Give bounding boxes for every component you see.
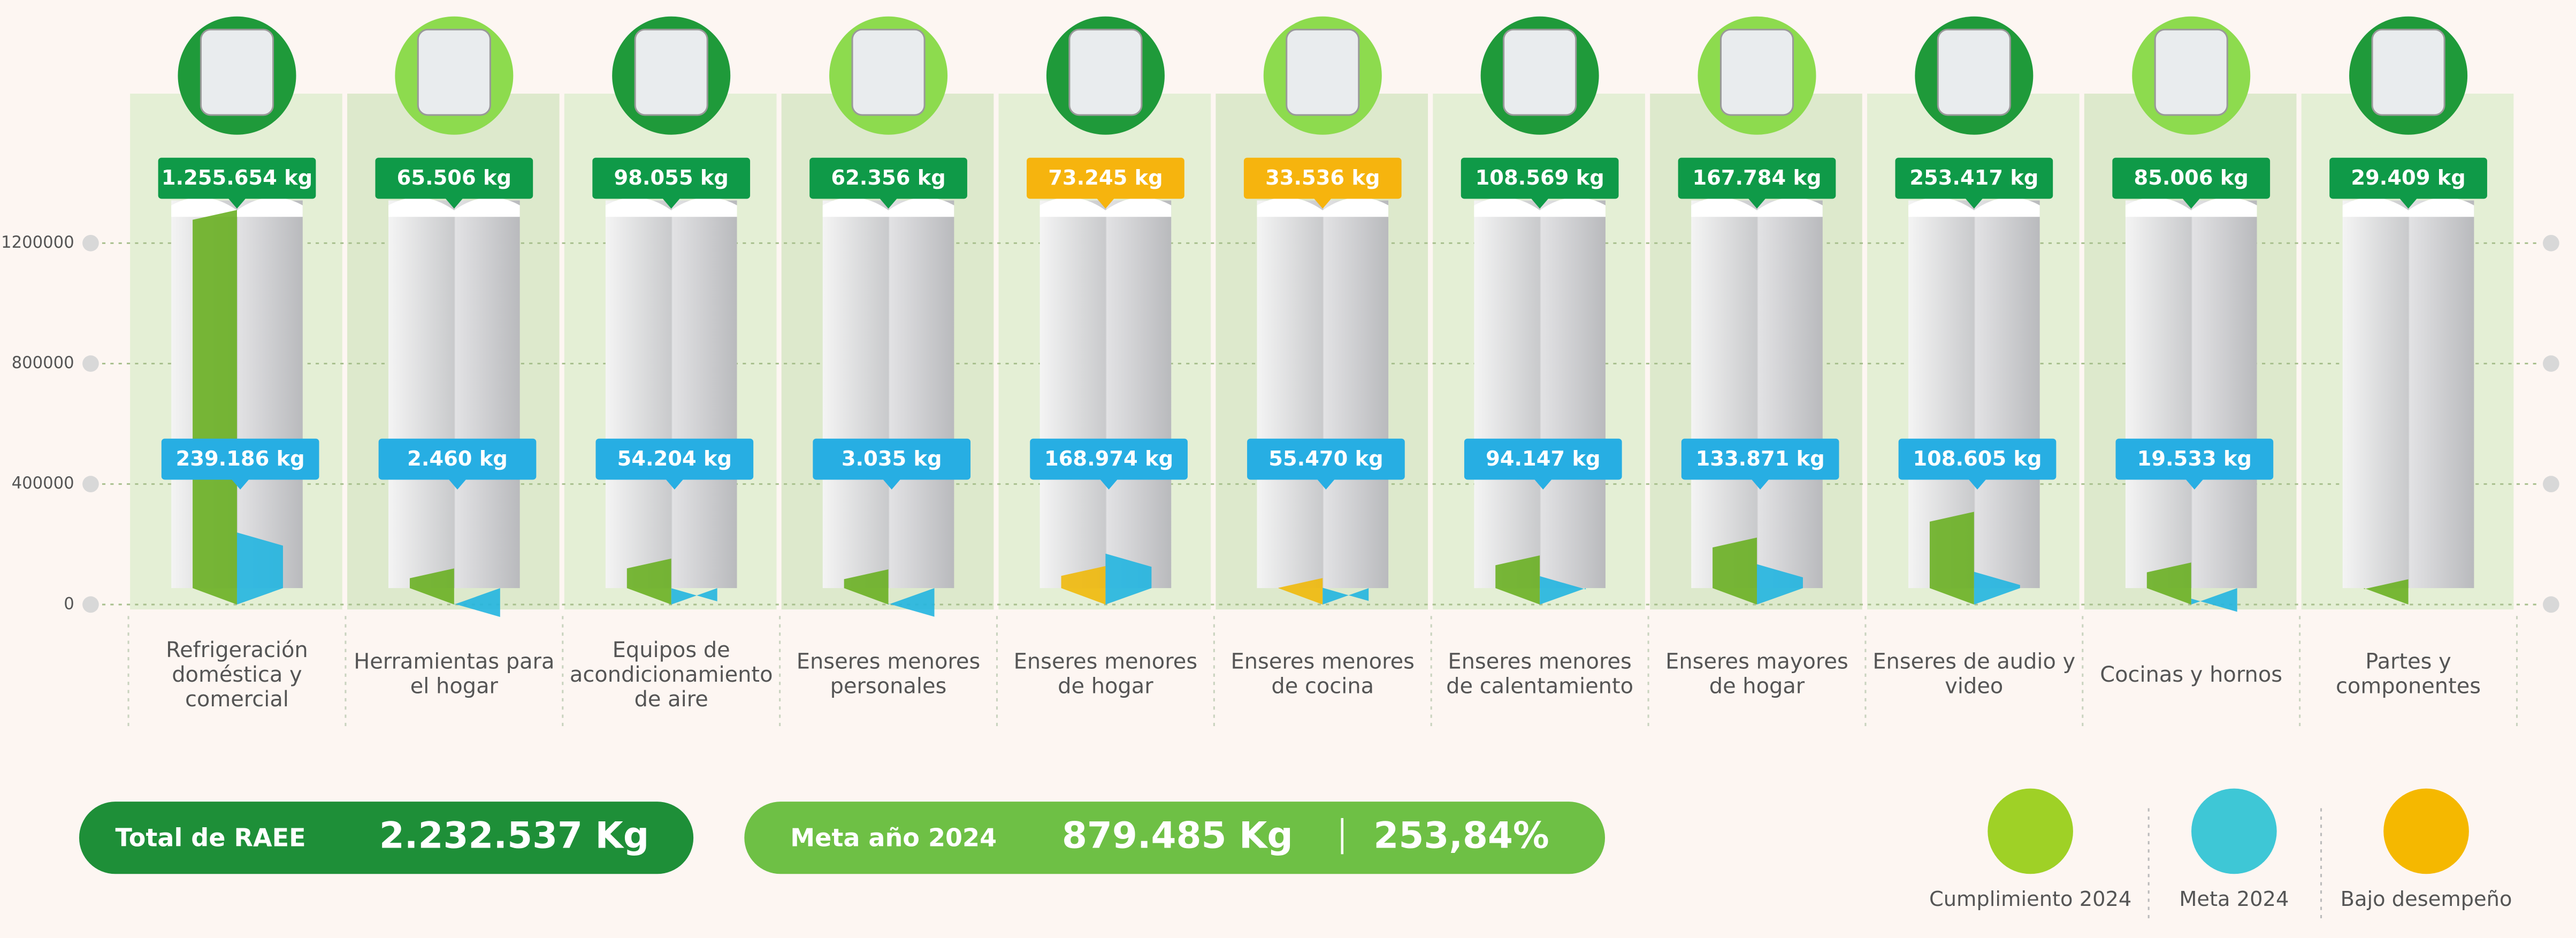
icon (852, 29, 924, 115)
legend-swatch (2191, 789, 2277, 874)
value-label: 168.974 kg (1044, 447, 1173, 471)
column (606, 201, 737, 589)
value-label: 73.245 kg (1048, 166, 1163, 190)
x-tick-box: Enseres de audio y video (1869, 623, 2079, 728)
total-value: 2.232.537 Kg (379, 814, 649, 856)
y-tick-label: 400000 (12, 474, 74, 493)
total-label: Total de RAEE (115, 823, 305, 852)
value-label: 253.417 kg (1909, 166, 2038, 190)
x-tick-box: Enseres menores de cocina (1218, 623, 1428, 728)
goal-label: Meta año 2024 (790, 823, 997, 852)
x-tick-label: Equipos de acondicionamiento de aire (566, 623, 776, 728)
y-tick-label: 1200000 (1, 233, 74, 252)
icon (201, 29, 273, 115)
value-label: 62.356 kg (831, 166, 945, 190)
value-label: 108.605 kg (1913, 447, 2042, 471)
x-tick-box: Refrigeración doméstica y comercial (132, 623, 342, 728)
tick-dot (82, 235, 99, 251)
legend-swatch (1988, 789, 2073, 874)
value-label: 167.784 kg (1692, 166, 1821, 190)
value-label: 1.255.654 kg (162, 166, 312, 190)
tick-dot (2543, 476, 2559, 492)
column (2126, 201, 2257, 589)
tick-dot (2543, 355, 2559, 372)
icon (2155, 29, 2227, 115)
x-tick-label: Enseres menores personales (783, 623, 993, 728)
value-label: 3.035 kg (842, 447, 942, 471)
tick-dot (82, 596, 99, 613)
value-label: 33.536 kg (1265, 166, 1380, 190)
icon (1069, 29, 1142, 115)
column (388, 201, 520, 589)
value-label: 98.055 kg (614, 166, 729, 190)
value-label: 65.506 kg (397, 166, 511, 190)
value-label: 55.470 kg (1268, 447, 1383, 471)
column (1691, 201, 1823, 589)
column (823, 201, 954, 589)
x-tick-label: Enseres menores de calentamiento (1435, 623, 1645, 728)
icon (1504, 29, 1576, 115)
x-tick-box: Cocinas y hornos (2086, 623, 2296, 728)
x-tick-box: Equipos de acondicionamiento de aire (566, 623, 776, 728)
value-label: 19.533 kg (2137, 447, 2252, 471)
column (1040, 201, 1172, 589)
goal-percent: 253,84% (1373, 814, 1549, 856)
y-tick-label: 800000 (12, 354, 74, 372)
x-tick-box: Enseres mayores de hogar (1652, 623, 1862, 728)
legend-swatch (2383, 789, 2469, 874)
icon (418, 29, 490, 115)
chart: Total de RAEE 2.232.537 Kg Meta año 2024… (0, 0, 2576, 938)
x-tick-box: Enseres menores personales (783, 623, 993, 728)
x-tick-label: Enseres menores de cocina (1218, 623, 1428, 728)
value-label: 239.186 kg (176, 447, 305, 471)
legend-label: Bajo desempeño (2341, 887, 2512, 911)
page: Total de RAEE 2.232.537 Kg Meta año 2024… (0, 0, 2576, 938)
x-tick-label: Cocinas y hornos (2086, 623, 2296, 728)
value-label: 133.871 kg (1696, 447, 1825, 471)
x-tick-box: Enseres menores de hogar (1000, 623, 1211, 728)
tick-dot (82, 476, 99, 492)
icon (2372, 29, 2444, 115)
legend-label: Cumplimiento 2024 (1929, 887, 2131, 911)
column (1474, 201, 1606, 589)
column (2343, 201, 2474, 589)
icon (1938, 29, 2010, 115)
tick-dot (82, 355, 99, 372)
tick-dot (2543, 235, 2559, 251)
goal-value: 879.485 Kg (1062, 814, 1293, 856)
x-tick-box: Enseres menores de calentamiento (1435, 623, 1645, 728)
value-label: 108.569 kg (1476, 166, 1604, 190)
x-tick-box: Partes y componentes (2303, 623, 2513, 728)
x-tick-label: Enseres de audio y video (1869, 623, 2079, 728)
value-label: 94.147 kg (1486, 447, 1600, 471)
icon (635, 29, 707, 115)
column (1257, 201, 1388, 589)
bar (193, 210, 237, 604)
x-tick-box: Herramientas para el hogar (349, 623, 559, 728)
x-tick-label: Herramientas para el hogar (349, 623, 559, 728)
y-tick-label: 0 (64, 594, 74, 613)
value-label: 2.460 kg (407, 447, 508, 471)
x-tick-label: Partes y componentes (2303, 623, 2513, 728)
x-tick-label: Enseres mayores de hogar (1652, 623, 1862, 728)
value-label: 54.204 kg (617, 447, 732, 471)
value-label: 85.006 kg (2134, 166, 2249, 190)
tick-dot (2543, 596, 2559, 613)
legend-label: Meta 2024 (2179, 887, 2289, 911)
x-tick-label: Enseres menores de hogar (1000, 623, 1211, 728)
icon (1721, 29, 1793, 115)
icon (1287, 29, 1359, 115)
x-tick-label: Refrigeración doméstica y comercial (132, 623, 342, 728)
value-label: 29.409 kg (2351, 166, 2465, 190)
